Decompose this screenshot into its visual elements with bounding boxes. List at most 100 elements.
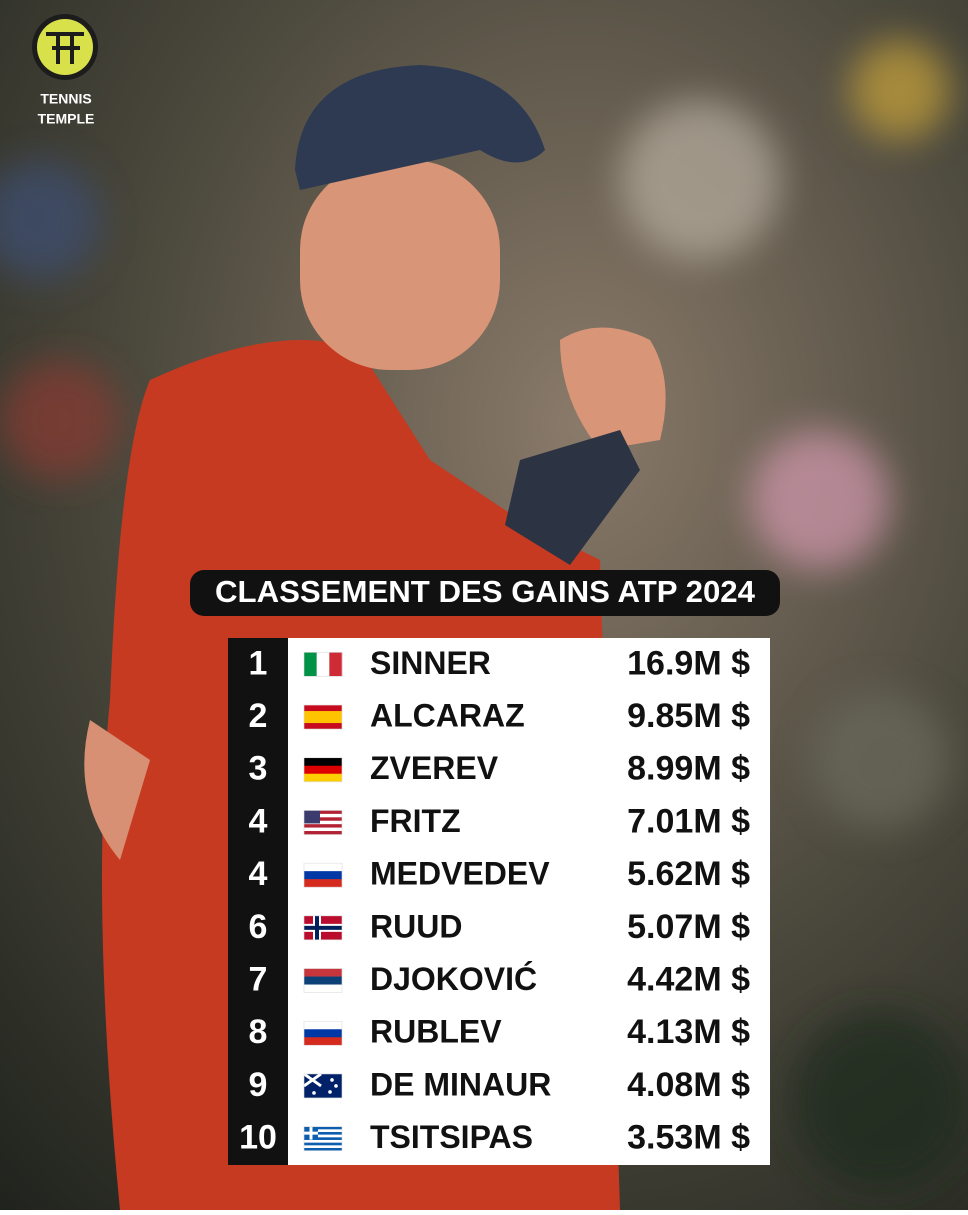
flag-part (304, 1134, 342, 1138)
flag-part (303, 1072, 322, 1088)
flag-part (304, 1131, 342, 1135)
flag-part (304, 773, 342, 783)
flag-part (304, 1137, 342, 1141)
player-name: SINNER (370, 645, 491, 681)
earnings: 4.42M $ (627, 961, 750, 999)
title-pill (190, 570, 780, 616)
flag-part (304, 1021, 342, 1030)
flag-part (304, 831, 342, 835)
flag-part (304, 871, 342, 880)
flag-border (303, 915, 343, 941)
rank: 4 (249, 855, 268, 893)
rank: 8 (249, 1013, 268, 1051)
flag-part (328, 1090, 332, 1094)
flag (303, 968, 343, 993)
player-name: ALCARAZ (370, 698, 525, 734)
player-name: FRITZ (370, 803, 461, 839)
table-row: 4 FRITZ 7.01M $ (249, 802, 751, 840)
flag-part (304, 984, 342, 993)
flag (303, 757, 343, 783)
rows: 1 SINNER 16.9M $ 2 ALCARAZ 9.85M $ 3 ZVEREV 8.99… (239, 644, 750, 1156)
logo-text: TEMPLE (38, 111, 95, 127)
crowd (0, 40, 968, 1190)
rank: 9 (249, 1066, 268, 1104)
rank-column (228, 638, 288, 1165)
flag-part (304, 1145, 342, 1149)
flag-part (304, 1029, 342, 1038)
earnings: 4.13M $ (627, 1013, 750, 1051)
table-row: 8 RUBLEV 4.13M $ (249, 1013, 751, 1051)
flag-border (303, 1073, 343, 1099)
earnings: 4.08M $ (627, 1066, 750, 1104)
rank: 6 (249, 908, 268, 946)
flag (303, 915, 343, 941)
flag-part (304, 817, 342, 822)
player-name: DE MINAUR (370, 1066, 551, 1102)
flag-part (304, 1129, 342, 1133)
logo-text: TENNIS (40, 91, 91, 107)
flag-part (304, 757, 342, 767)
flag-border (303, 810, 343, 835)
table-body (288, 638, 770, 1165)
flag (303, 1072, 343, 1099)
flag-part (330, 1078, 334, 1082)
player-name: DJOKOVIĆ (370, 961, 537, 997)
flag-part (316, 652, 330, 677)
earnings: 8.99M $ (627, 750, 750, 788)
flag-border (303, 652, 343, 677)
flag-part (304, 1131, 318, 1135)
flag-border (303, 1020, 343, 1046)
flag-part (304, 1142, 342, 1146)
flag-part (304, 1037, 342, 1046)
flag-part (312, 1091, 316, 1095)
flag-part (329, 652, 343, 677)
flag-part (304, 1147, 342, 1151)
flag-border (303, 968, 343, 993)
earnings: 3.53M $ (627, 1119, 750, 1157)
rank: 3 (249, 750, 268, 788)
table-row: 6 RUUD 5.07M $ (249, 908, 751, 946)
rank: 4 (249, 802, 268, 840)
player-name: MEDVEDEV (370, 856, 550, 892)
player-name: ZVEREV (370, 750, 499, 786)
flag-part (304, 765, 342, 775)
title: CLASSEMENT DES GAINS ATP 2024 (215, 574, 756, 609)
flag-part (304, 810, 342, 815)
flag-part (304, 652, 317, 677)
flag-part (304, 820, 342, 825)
player-name: TSITSIPAS (370, 1119, 533, 1155)
table-row: 9 DE MINAUR 4.08M $ (249, 1066, 751, 1104)
rank: 2 (249, 697, 268, 735)
table-row: 7 DJOKOVIĆ 4.42M $ (249, 961, 751, 999)
flag-part (304, 1139, 342, 1143)
table-row: 10 TSITSIPAS 3.53M $ (239, 1119, 750, 1157)
logo: TENNIS TEMPLE (32, 14, 98, 127)
flag-part (304, 976, 342, 985)
flag-part (304, 925, 342, 930)
flag-part (304, 863, 342, 872)
flag-part (304, 711, 342, 724)
table-row: 4 MEDVEDEV 5.62M $ (249, 855, 751, 893)
flag-border (303, 704, 343, 730)
flag (303, 862, 343, 888)
flag-part (304, 824, 342, 828)
flag-border (303, 1126, 343, 1151)
player-name: RUBLEV (370, 1014, 502, 1050)
flag-border (303, 862, 343, 888)
table-row: 2 ALCARAZ 9.85M $ (249, 697, 751, 735)
flag-part (304, 827, 342, 832)
earnings: 16.9M $ (627, 644, 750, 682)
flag-part (304, 810, 320, 824)
rank: 1 (249, 644, 268, 682)
flag-part (304, 968, 342, 977)
flag-part (304, 1126, 342, 1130)
player-name: RUUD (370, 908, 462, 944)
flag (303, 1126, 343, 1151)
flag-border (303, 757, 343, 783)
table-row: 3 ZVEREV 8.99M $ (249, 750, 751, 788)
rank: 7 (249, 961, 268, 999)
earnings: 9.85M $ (627, 697, 750, 735)
flag (303, 1020, 343, 1046)
flag-part (304, 879, 342, 888)
